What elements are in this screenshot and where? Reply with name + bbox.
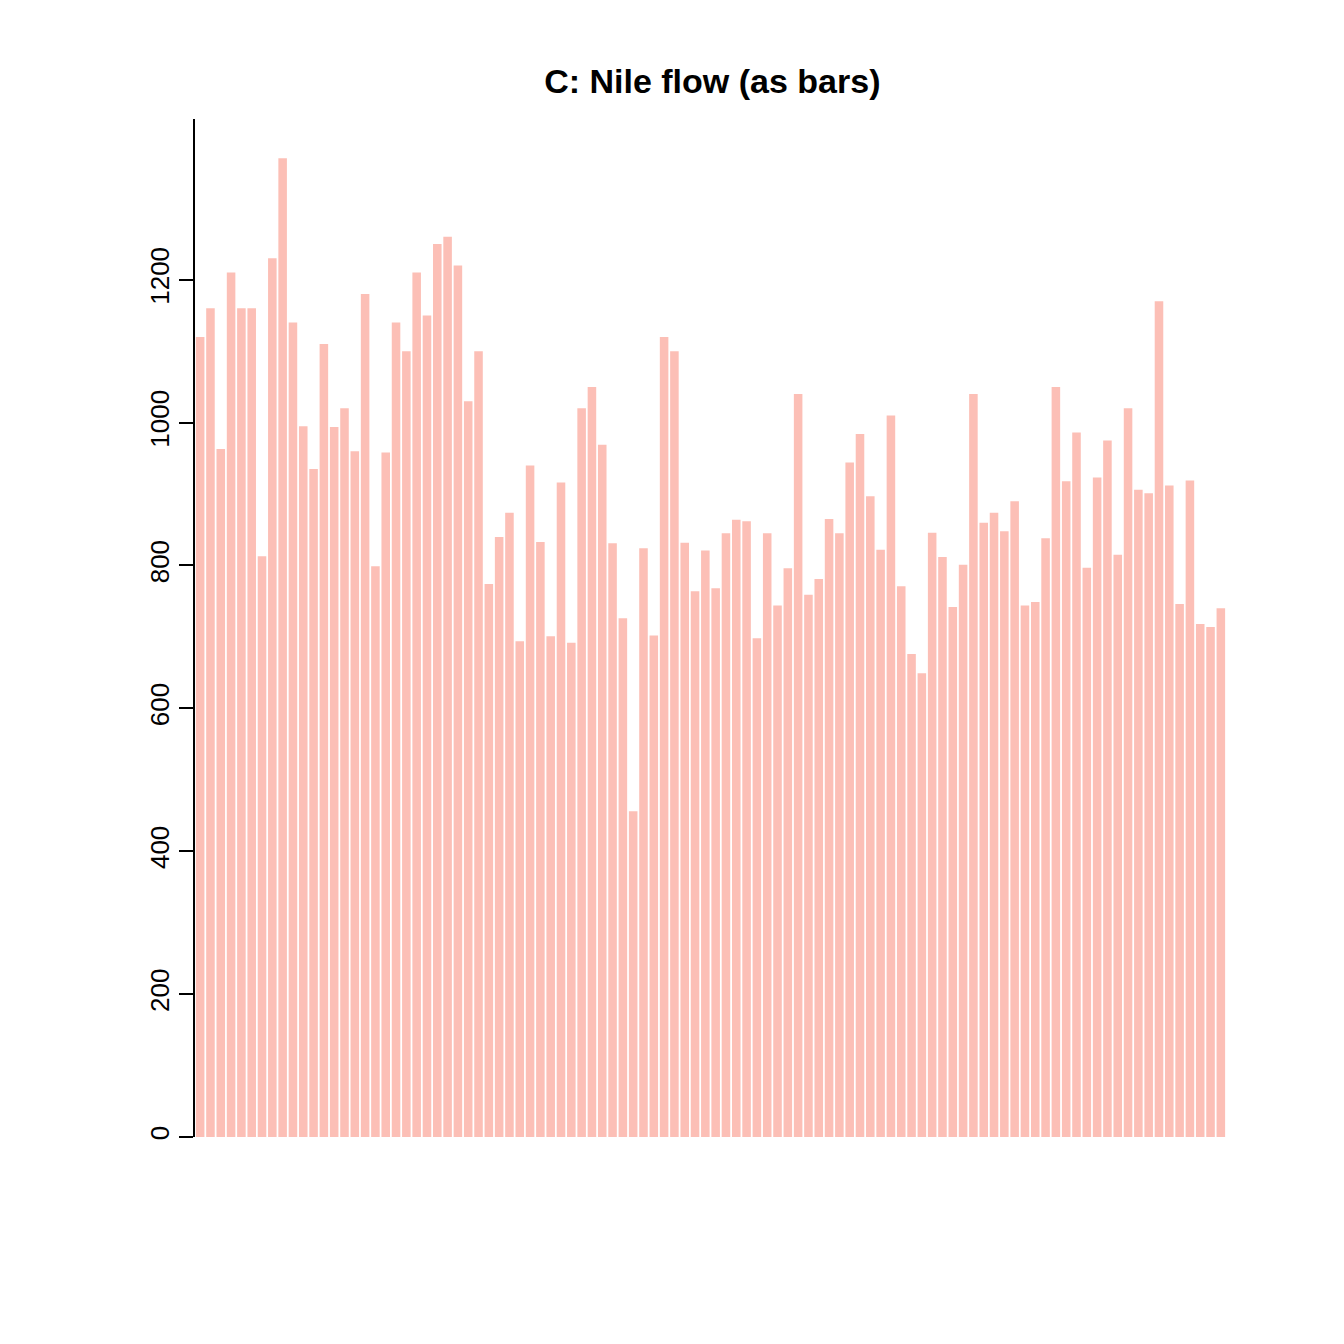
svg-text:1200: 1200 xyxy=(145,247,175,305)
svg-text:200: 200 xyxy=(145,969,175,1012)
svg-text:800: 800 xyxy=(145,540,175,583)
svg-text:600: 600 xyxy=(145,683,175,726)
svg-text:1000: 1000 xyxy=(145,390,175,448)
svg-text:C: Nile flow (as bars): C: Nile flow (as bars) xyxy=(544,62,880,100)
svg-text:0: 0 xyxy=(145,1126,175,1140)
svg-text:400: 400 xyxy=(145,826,175,869)
